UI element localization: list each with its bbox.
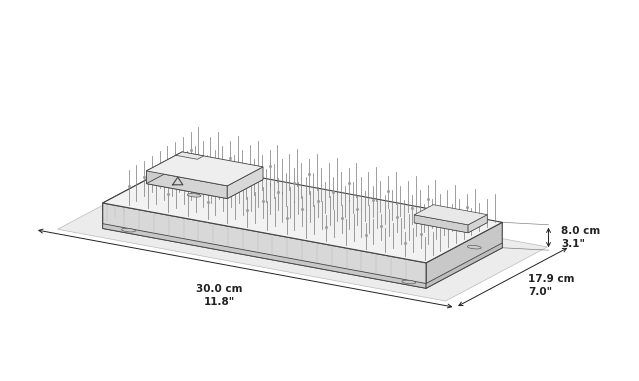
Polygon shape (103, 203, 426, 288)
Polygon shape (146, 152, 182, 184)
Polygon shape (414, 213, 488, 233)
Polygon shape (468, 215, 488, 233)
Polygon shape (58, 175, 548, 301)
Polygon shape (146, 152, 263, 186)
Text: 17.9 cm
7.0": 17.9 cm 7.0" (528, 274, 574, 297)
Polygon shape (121, 228, 135, 232)
Polygon shape (414, 215, 468, 233)
Polygon shape (146, 171, 227, 199)
Polygon shape (103, 224, 426, 288)
Text: 8.0 cm
3.1": 8.0 cm 3.1" (561, 226, 601, 249)
Polygon shape (227, 167, 263, 199)
Polygon shape (176, 152, 204, 159)
Polygon shape (103, 162, 179, 229)
Polygon shape (414, 205, 488, 225)
Polygon shape (468, 245, 481, 249)
Polygon shape (187, 194, 201, 197)
Polygon shape (426, 243, 502, 288)
Polygon shape (402, 280, 416, 284)
Polygon shape (426, 222, 502, 288)
Polygon shape (103, 162, 502, 263)
Polygon shape (146, 165, 263, 199)
Text: 30.0 cm
11.8": 30.0 cm 11.8" (196, 284, 243, 307)
